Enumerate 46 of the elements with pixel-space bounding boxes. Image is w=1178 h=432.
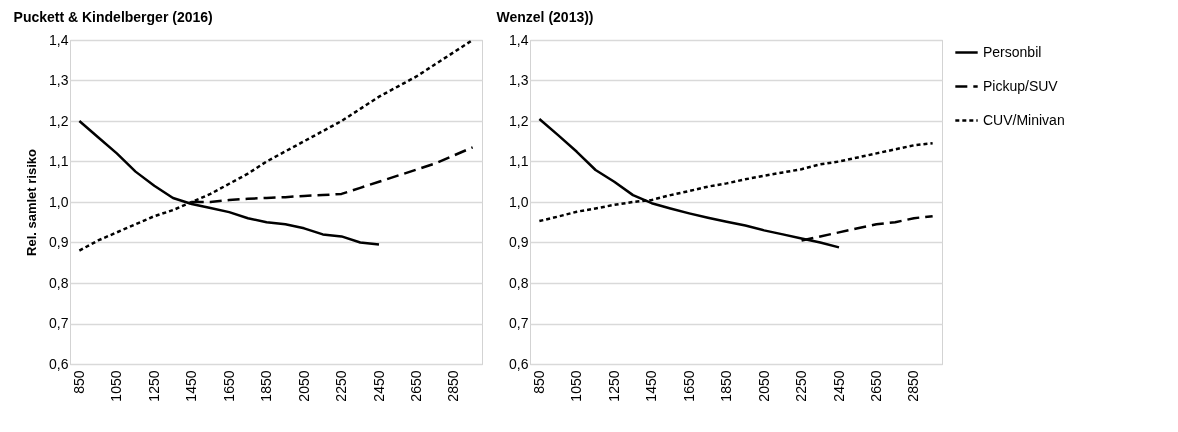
y-tick-label: 1,0 (509, 193, 529, 210)
x-tick-label: 1050 (108, 370, 125, 402)
x-tick-label: 2850 (905, 370, 922, 402)
x-tick-label: 2450 (830, 370, 847, 402)
x-tick-label: 1850 (718, 370, 735, 402)
x-tick-label: 2250 (333, 370, 350, 402)
y-tick-label: 1,4 (509, 31, 529, 48)
y-tick-label: 0,6 (509, 355, 529, 372)
y-tick-label: 0,9 (509, 234, 529, 250)
y-tick-label: 0,6 (49, 355, 69, 372)
y-tick-label: 0,7 (49, 315, 69, 331)
legend-label: Personbil (983, 43, 1042, 60)
x-tick-label: 1650 (680, 370, 697, 402)
y-tick-label: 0,8 (49, 274, 69, 291)
y-tick-label: 1,2 (509, 112, 529, 129)
x-tick-label: 2650 (867, 370, 884, 402)
y-tick-label: 1,2 (49, 112, 69, 129)
x-tick-label: 2850 (445, 370, 462, 402)
y-tick-label: 1,1 (49, 153, 69, 169)
y-tick-label: 0,7 (509, 315, 529, 331)
x-tick-label: 2050 (295, 370, 312, 402)
y-tick-label: 1,1 (509, 153, 529, 169)
y-tick-label: 0,9 (49, 234, 69, 250)
x-tick-label: 850 (530, 370, 547, 394)
x-tick-label: 1250 (605, 370, 622, 402)
x-tick-label: 1850 (258, 370, 275, 402)
y-axis-title: Rel. samlet risiko (24, 148, 40, 256)
y-tick-label: 1,0 (49, 193, 69, 210)
x-tick-label: 2650 (407, 370, 424, 402)
x-tick-label: 1250 (145, 370, 162, 402)
y-tick-label: 1,3 (509, 72, 529, 88)
legend-label: Pickup/SUV (983, 77, 1059, 94)
x-tick-label: 2250 (793, 370, 810, 402)
x-tick-label: 2050 (755, 370, 772, 402)
y-tick-label: 1,3 (49, 72, 69, 88)
chart-title: Puckett & Kindelberger (2016) (13, 9, 213, 25)
x-tick-label: 2450 (370, 370, 387, 402)
legend-label: CUV/Minivan (983, 111, 1065, 128)
x-tick-label: 1450 (643, 370, 660, 402)
y-tick-label: 0,8 (509, 274, 529, 291)
y-tick-label: 1,4 (49, 31, 69, 48)
chart-title: Wenzel (2013)) (496, 9, 594, 25)
x-tick-label: 850 (70, 370, 87, 394)
x-tick-label: 1450 (183, 370, 200, 402)
x-tick-label: 1650 (220, 370, 237, 402)
x-tick-label: 1050 (568, 370, 585, 402)
